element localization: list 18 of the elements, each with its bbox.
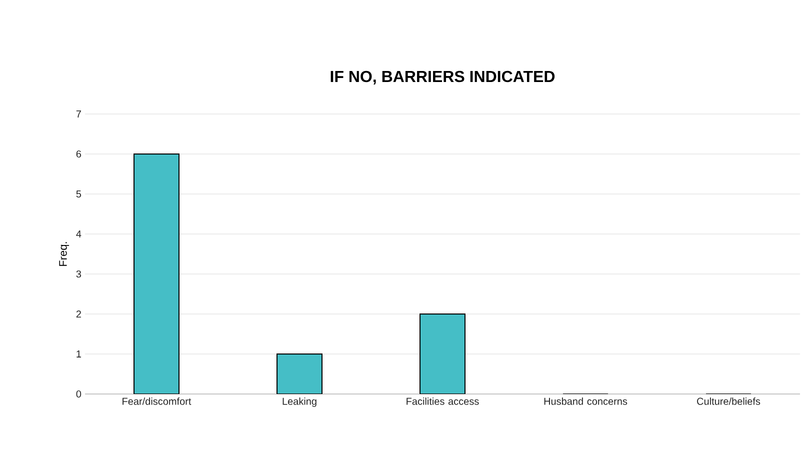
- y-axis-title: Freq.: [59, 242, 70, 266]
- y-tick-label: 0: [76, 390, 82, 398]
- chart-title: IF NO, BARRIERS INDICATED: [330, 70, 555, 84]
- bar: [134, 154, 180, 394]
- y-tick-label: 4: [76, 230, 82, 238]
- x-tick-label: Fear/discomfort: [122, 398, 192, 405]
- bar: [420, 313, 466, 394]
- y-tick-label: 1: [76, 350, 81, 358]
- y-tick-label: 7: [76, 110, 81, 118]
- y-tick-label: 6: [76, 150, 82, 158]
- y-tick-label: 2: [76, 310, 81, 318]
- y-tick-label: 3: [76, 270, 82, 278]
- x-tick-label: Culture/beliefs: [697, 398, 760, 405]
- y-tick-label: 5: [76, 190, 82, 198]
- x-tick-label: Leaking: [282, 398, 316, 407]
- bar: [276, 354, 323, 394]
- x-tick-label: Facilities access: [406, 398, 479, 405]
- x-tick-label: Husband concerns: [544, 398, 628, 405]
